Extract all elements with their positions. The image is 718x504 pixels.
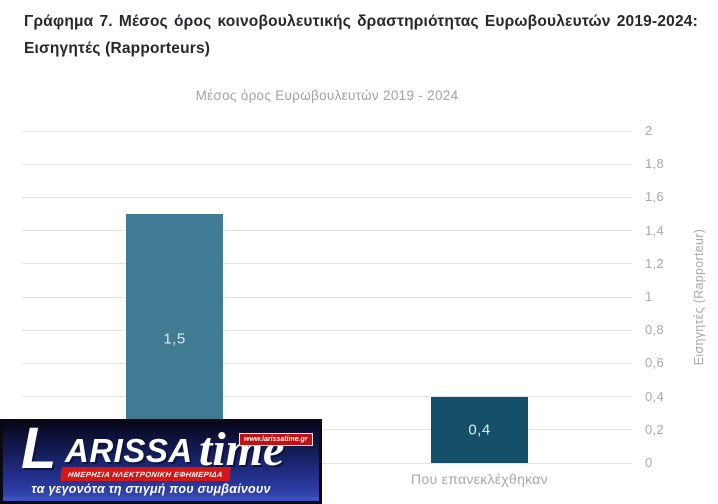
- watermark-tagline: τα γεγονότα τη στιγμή που συμβαίνουν: [31, 482, 271, 496]
- gridline: [22, 462, 632, 464]
- watermark-url: www.larissatime.gr: [239, 433, 313, 446]
- gridline: [22, 296, 632, 298]
- y-tick-label: 0,2: [645, 421, 664, 437]
- y-tick-label: 2: [645, 123, 653, 138]
- y-tick-label: 1,2: [645, 255, 664, 271]
- page-title: Γράφημα 7. Μέσος όρος κοινοβουλευτικής δ…: [24, 13, 698, 57]
- gridline: [22, 196, 632, 198]
- y-tick-label: 0,6: [645, 355, 664, 371]
- gridline: [22, 362, 632, 364]
- bar-value-label: 1,5: [163, 330, 186, 347]
- gridline: [22, 230, 632, 232]
- gridline: [22, 130, 632, 132]
- y-tick-label: 1,4: [645, 222, 664, 238]
- watermark-band: ΗΜΕΡΗΣΙΑ ΗΛΕΚΤΡΟΝΙΚΗ ΕΦΗΜΕΡΙΔΑ: [60, 467, 231, 481]
- gridline: [22, 396, 632, 398]
- y-axis-title: Εισηγητές (Rapporteur): [686, 131, 712, 463]
- gridline: [22, 429, 632, 431]
- watermark-brand-main: ARISSA: [65, 432, 193, 469]
- watermark-background: L ARISSA time www.larissatime.gr ΗΜΕΡΗΣΙ…: [3, 422, 319, 501]
- y-axis-title-text: Εισηγητές (Rapporteur): [692, 228, 707, 366]
- gridline: [22, 263, 632, 265]
- y-tick-label: 1,6: [645, 189, 664, 205]
- gridline: [22, 163, 632, 165]
- bar-value-label: 0,4: [468, 421, 491, 439]
- gridline: [22, 329, 632, 331]
- y-tick-label: 0,8: [645, 322, 664, 338]
- y-tick-label: 0,4: [645, 388, 664, 404]
- plot-area: 1,5 0,4: [22, 130, 632, 464]
- watermark-letter-l: L: [21, 422, 57, 481]
- y-tick-label: 1: [645, 289, 653, 304]
- y-tick-label: 1,8: [645, 156, 664, 172]
- watermark-bottom-strip: [3, 497, 319, 501]
- x-axis-category-label: Που επανεκλέχθηκαν: [411, 471, 548, 487]
- chart-title: Μέσος όρος Ευρωβουλευτών 2019 - 2024: [195, 88, 459, 103]
- larissa-time-watermark: L ARISSA time www.larissatime.gr ΗΜΕΡΗΣΙ…: [0, 419, 322, 504]
- bar: 0,4: [431, 396, 528, 463]
- x-axis-labels: Που επανεκλέχθηκαν: [22, 471, 632, 493]
- y-tick-label: 0: [645, 455, 653, 470]
- y-axis-tick-labels: 0 0,2 0,4 0,6 0,8 1 1,2 1,4 1,6 1,8 2: [645, 123, 700, 470]
